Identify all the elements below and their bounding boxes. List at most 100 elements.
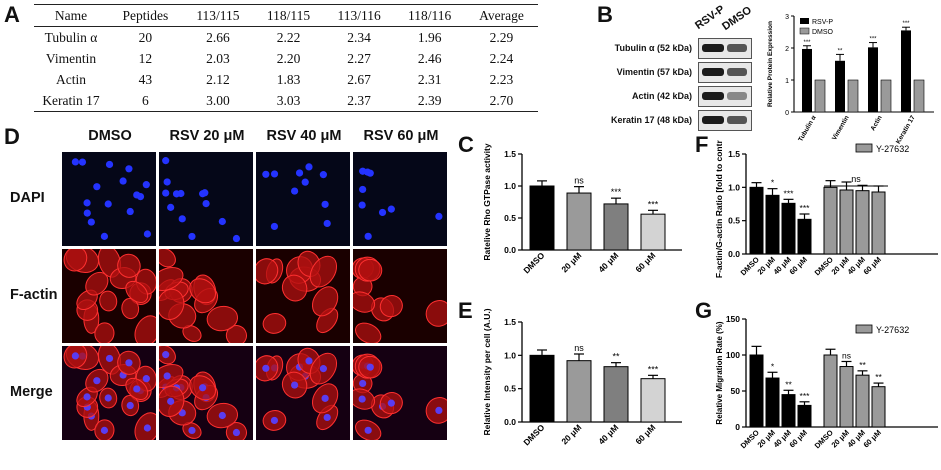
table-header-cell: Name [54,7,88,23]
bar [640,213,666,251]
significance-label: *** [803,40,811,46]
significance-label: ns [574,343,584,353]
table-row: Keratin 17 6 3.00 3.03 2.37 2.39 2.70 [34,90,538,112]
significance-label: *** [648,364,659,374]
y-tick-label: 0.5 [728,216,740,226]
significance-label: *** [902,21,910,27]
chart-b-protein-expression: Relative Protein Expression 0 1 2 3 *** Tubuli… [767,14,934,145]
blot-band-dmso [727,68,747,76]
microscopy-row-label: DAPI [10,190,45,206]
y-axis-label: Relative Intensity per cell (A.U.) [482,308,492,435]
significance-label: *** [869,37,877,43]
panel-label-e: E [458,298,473,323]
x-tick-label: DMSO [739,428,761,450]
table-cell: 1.83 [276,71,301,87]
legend-swatch [855,143,873,153]
microscopy-row-label: F-actin [10,287,58,303]
blot-col-label-rsvp: RSV-P [693,3,728,33]
blot-col-label-dmso: DMSO [720,4,755,33]
table-cell: Vimentin [45,50,97,66]
x-tick-label: Tubulin α [797,115,817,143]
table-cell: 2.46 [417,50,442,66]
legend-label: DMSO [812,29,834,36]
merge-image [62,346,156,440]
chart-e-intensity: Relative Intensity per cell (A.U.) 0.0 0.5… [482,308,682,447]
merge-image [353,346,447,440]
significance-label: ns [842,350,851,360]
y-axis-label: F-actin/G-actin Ratio [fold to control] [714,140,724,278]
table-cell: 3.00 [206,92,230,108]
y-tick-label: 0.5 [504,384,516,394]
blot-band-rsvp [702,44,724,52]
table-cell: 2.66 [206,29,230,45]
table-cell: 2.37 [347,92,371,108]
bar [603,203,629,251]
table-cell: 1.96 [417,29,442,45]
y-tick-label: 0 [785,110,789,117]
bar [529,185,555,251]
chart-c-rho-gtpase: Ratelive Rho GTPase activity 0.0 0.5 1.0 1.5… [482,143,682,275]
table-cell: 2.12 [206,71,230,87]
factin-image [62,249,156,343]
y-tick-label: 0.0 [728,249,740,259]
x-tick-label: 40 μM [596,422,620,446]
significance-label: ** [859,360,866,370]
bar [603,366,629,423]
significance-label: * [771,178,775,188]
microscopy-column-label: RSV 20 μM [169,128,245,144]
panel-label-b: B [597,2,613,27]
y-tick-label: 2 [785,46,789,53]
factin-image [159,249,253,343]
dapi-image [256,152,350,246]
bar [797,404,812,428]
table-cell: 6 [141,92,149,108]
table-cell: 2.24 [489,50,514,66]
bar [749,354,764,428]
x-tick-label: 60 μM [862,255,883,276]
bar [839,189,854,255]
y-axis-label: Ratelive Rho GTPase activity [482,143,492,260]
merge-image [256,346,350,440]
table-row: Tubulin α 20 2.66 2.22 2.34 1.96 2.29 [34,27,538,49]
chart-f-factin-ratio: F-actin/G-actin Ratio [fold to control] 0… [714,140,938,278]
microscopy-row-label: Merge [10,384,53,400]
bar-dmso [880,79,892,113]
x-tick-label: Actin [870,114,884,132]
x-tick-label: 60 μM [633,250,657,274]
bar-rsvp [868,47,878,112]
panel-label-g: G [695,298,713,323]
x-tick-label: 60 μM [788,255,809,276]
merge-image [159,346,253,440]
table-cell: Actin [56,71,86,87]
table-cell: 2.27 [347,50,371,66]
significance-label: ** [838,48,843,54]
y-tick-label: 150 [726,314,740,324]
dapi-image [353,152,447,246]
y-tick-label: 0.0 [504,245,516,255]
blot-band-strip [698,86,752,107]
table-header-cell: Average [479,7,524,23]
significance-label: * [771,361,775,371]
ns-label: ns [851,174,861,184]
x-tick-label: 20 μM [559,422,583,446]
y-tick-label: 100 [726,350,740,360]
table-cell: 2.03 [206,50,230,66]
significance-label: ** [785,379,792,389]
table-cell: 2.31 [417,71,442,87]
bar [765,377,780,428]
chart-g-migration: Relative Migration Rate (%) 0 50 100 150 DMSO… [715,314,938,450]
bar [839,366,854,428]
table-cell: 2.20 [276,50,301,66]
bar [855,374,870,428]
bar-rsvp [835,60,845,112]
table-header-cell: 113/116 [337,7,381,23]
x-tick-label: 40 μM [596,250,620,274]
legend-swatch [855,324,873,334]
x-tick-label: 20 μM [559,250,583,274]
blot-band-dmso [727,116,747,124]
significance-label: *** [784,188,795,198]
blot-band-rsvp [702,116,724,124]
y-tick-label: 1.5 [504,149,516,159]
table-cell: 2.29 [489,29,514,45]
dapi-image [159,152,253,246]
